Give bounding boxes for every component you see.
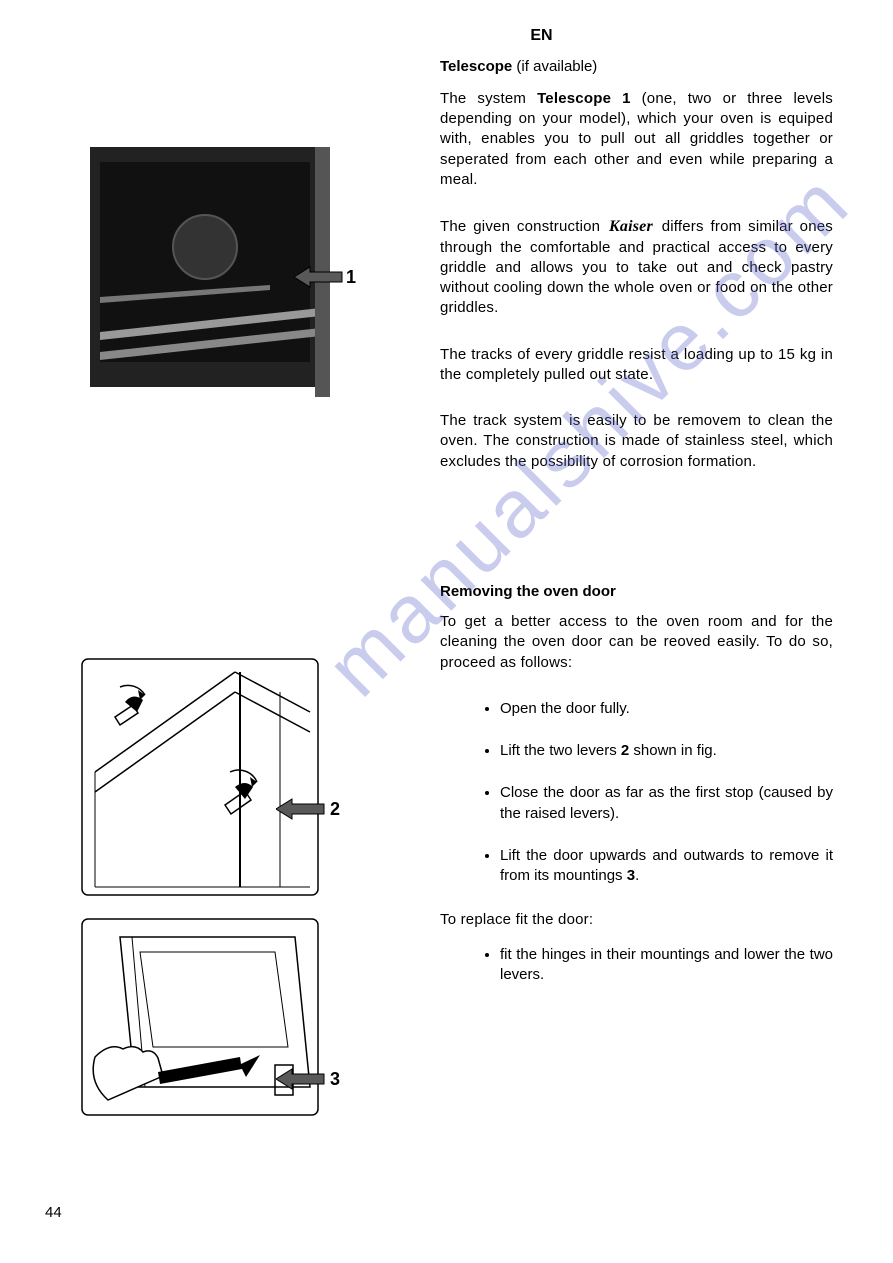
hinge-diagram-icon xyxy=(80,657,320,897)
callout-1: 1 xyxy=(346,265,356,289)
callout-2: 2 xyxy=(330,797,340,821)
page-number: 44 xyxy=(45,1203,62,1223)
list-item: fit the hinges in their mountings and lo… xyxy=(500,945,833,986)
text-column: Telescope (if available) The system Tele… xyxy=(440,57,843,1137)
section-heading: Removing the oven door xyxy=(440,582,833,602)
callout-3: 3 xyxy=(330,1067,340,1091)
list-item: Close the door as far as the first stop … xyxy=(500,783,833,824)
paragraph: The system Telescope 1 (one, two or thre… xyxy=(440,89,833,190)
manual-page: manualshive.com EN xyxy=(0,0,893,1263)
paragraph: To replace fit the door: xyxy=(440,910,833,930)
paragraph: The tracks of every griddle resist a loa… xyxy=(440,345,833,386)
figure-2-hinge: 2 xyxy=(80,657,320,897)
paragraph: The given construction Kaiser differs fr… xyxy=(440,216,833,319)
step-list: Open the door fully. Lift the two levers… xyxy=(440,699,833,887)
list-item: Lift the two levers 2 shown in fig. xyxy=(500,741,833,761)
content-columns: 1 xyxy=(40,57,843,1137)
language-indicator: EN xyxy=(40,25,843,47)
arrow-icon xyxy=(294,265,344,289)
arrow-icon xyxy=(276,797,326,821)
paragraph: The track system is easily to be removem… xyxy=(440,411,833,472)
figures-column: 1 xyxy=(40,57,380,1137)
oven-photo-icon xyxy=(80,137,330,397)
figure-1-oven: 1 xyxy=(80,137,330,397)
figure-3-remove: 3 xyxy=(80,917,320,1117)
list-item: Lift the door upwards and outwards to re… xyxy=(500,846,833,887)
step-list: fit the hinges in their mountings and lo… xyxy=(440,945,833,986)
kaiser-logo: Kaiser xyxy=(607,216,655,238)
arrow-icon xyxy=(276,1067,326,1091)
list-item: Open the door fully. xyxy=(500,699,833,719)
section-heading: Telescope (if available) xyxy=(440,57,833,77)
paragraph: To get a better access to the oven room … xyxy=(440,612,833,673)
